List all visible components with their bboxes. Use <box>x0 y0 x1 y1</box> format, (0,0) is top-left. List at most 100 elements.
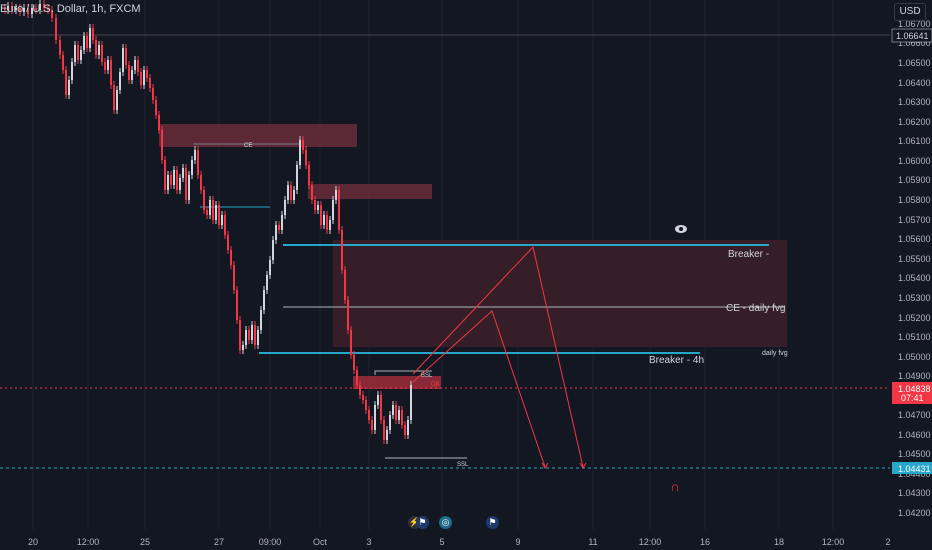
high-price-label: 1.06641 <box>896 31 929 41</box>
low-price-tag <box>892 462 932 474</box>
candle-body <box>242 345 244 350</box>
candle-body <box>215 205 217 220</box>
price-tick: 1.06700 <box>898 19 931 29</box>
candle-body <box>260 310 262 330</box>
candle-body <box>308 165 310 185</box>
price-tick: 1.04200 <box>898 508 931 518</box>
candle-body <box>386 430 388 440</box>
flag-icon[interactable]: ⚑ <box>416 516 429 529</box>
supply-zone-upper[interactable] <box>159 124 357 147</box>
candle-body <box>68 80 70 95</box>
supply-zone-mid[interactable] <box>308 184 432 199</box>
candle-body <box>227 235 229 250</box>
breaker-label: Breaker - <box>728 249 769 260</box>
candle-body <box>410 385 412 420</box>
candle-body <box>77 45 79 60</box>
price-tick: 1.06300 <box>898 97 931 107</box>
candle-body <box>155 100 157 115</box>
time-tick: 5 <box>439 537 444 547</box>
candle-body <box>107 60 109 70</box>
candle-body <box>317 205 319 210</box>
flag-icon[interactable]: ⚑ <box>486 516 499 529</box>
ob-zone[interactable] <box>353 376 441 389</box>
symbol-title[interactable]: Euro / U.S. Dollar, 1h, FXCM <box>0 3 141 19</box>
candle-body <box>47 8 49 10</box>
price-tick: 1.04900 <box>898 371 931 381</box>
price-tick: 1.05800 <box>898 195 931 205</box>
candle-body <box>326 215 328 230</box>
candle-body <box>224 215 226 235</box>
candle-body <box>398 410 400 420</box>
candle-body <box>143 70 145 85</box>
candle-body <box>350 330 352 355</box>
candle-body <box>200 175 202 190</box>
candle-body <box>311 185 313 200</box>
candle-body <box>239 320 241 350</box>
price-tick: 1.06000 <box>898 156 931 166</box>
candle-body <box>395 405 397 420</box>
candle-body <box>206 210 208 215</box>
candle-body <box>65 70 67 95</box>
candle-body <box>7 6 9 10</box>
magnet-icon[interactable]: ∩ <box>670 479 680 494</box>
candle-body <box>347 300 349 330</box>
candle-body <box>92 28 94 40</box>
daily-fvg-zone[interactable] <box>333 240 787 347</box>
candle-body <box>98 45 100 55</box>
candle-body <box>128 65 130 80</box>
candle-body <box>335 190 337 200</box>
candle-body <box>161 130 163 160</box>
projection-paths[interactable] <box>412 245 587 469</box>
candle-body <box>221 215 223 225</box>
price-tick: 1.05000 <box>898 352 931 362</box>
candle-body <box>209 200 211 215</box>
candle-body <box>51 10 53 18</box>
globe-icon[interactable]: ◎ <box>439 516 452 529</box>
candle-body <box>164 160 166 190</box>
current-price-tag <box>892 382 932 404</box>
candle-body <box>269 260 271 275</box>
candle-body <box>122 48 124 72</box>
currency-button[interactable]: USD <box>894 3 926 21</box>
time-tick: 20 <box>28 537 38 547</box>
ssl-label: SSL <box>457 462 469 468</box>
candle-body <box>137 60 139 72</box>
candle-body <box>356 370 358 385</box>
candle-body <box>302 140 304 150</box>
bsl-marker[interactable] <box>374 370 432 375</box>
candle-body <box>344 270 346 300</box>
price-tick: 1.04700 <box>898 410 931 420</box>
candle-body <box>101 45 103 62</box>
candle-body <box>389 415 391 430</box>
price-tick: 1.05700 <box>898 215 931 225</box>
eye-icon[interactable] <box>675 225 687 233</box>
time-tick: 27 <box>214 537 224 547</box>
time-tick: 3 <box>366 537 371 547</box>
candle-body <box>266 275 268 290</box>
low-price-label: 1.04431 <box>898 464 931 474</box>
candle-body <box>110 60 112 85</box>
candle-body <box>176 170 178 190</box>
candle-body <box>290 185 292 200</box>
candle-body <box>371 420 373 430</box>
price-tick: 1.05100 <box>898 332 931 342</box>
candle-body <box>287 185 289 200</box>
time-axis[interactable]: 20 12:00 25 27 09:00 Oct 3 5 9 11 12:00 16 18 12:00 2 <box>28 537 891 547</box>
candle-body <box>284 200 286 215</box>
time-tick: 18 <box>774 537 784 547</box>
candle-body <box>332 200 334 220</box>
candle-body <box>368 410 370 420</box>
price-axis[interactable]: 1.06700 1.06600 1.06500 1.06400 1.06300 1.062… <box>898 19 931 518</box>
candle-body <box>263 290 265 310</box>
candlestick-series[interactable] <box>4 0 412 444</box>
time-tick: 12:00 <box>639 537 662 547</box>
candle-body <box>257 330 259 345</box>
countdown-label: 07:41 <box>901 393 924 403</box>
candle-body <box>203 190 205 210</box>
candle-body <box>185 168 187 200</box>
candle-body <box>236 290 238 320</box>
candle-body <box>11 6 13 10</box>
price-tick: 1.04500 <box>898 449 931 459</box>
price-tick: 1.05200 <box>898 313 931 323</box>
